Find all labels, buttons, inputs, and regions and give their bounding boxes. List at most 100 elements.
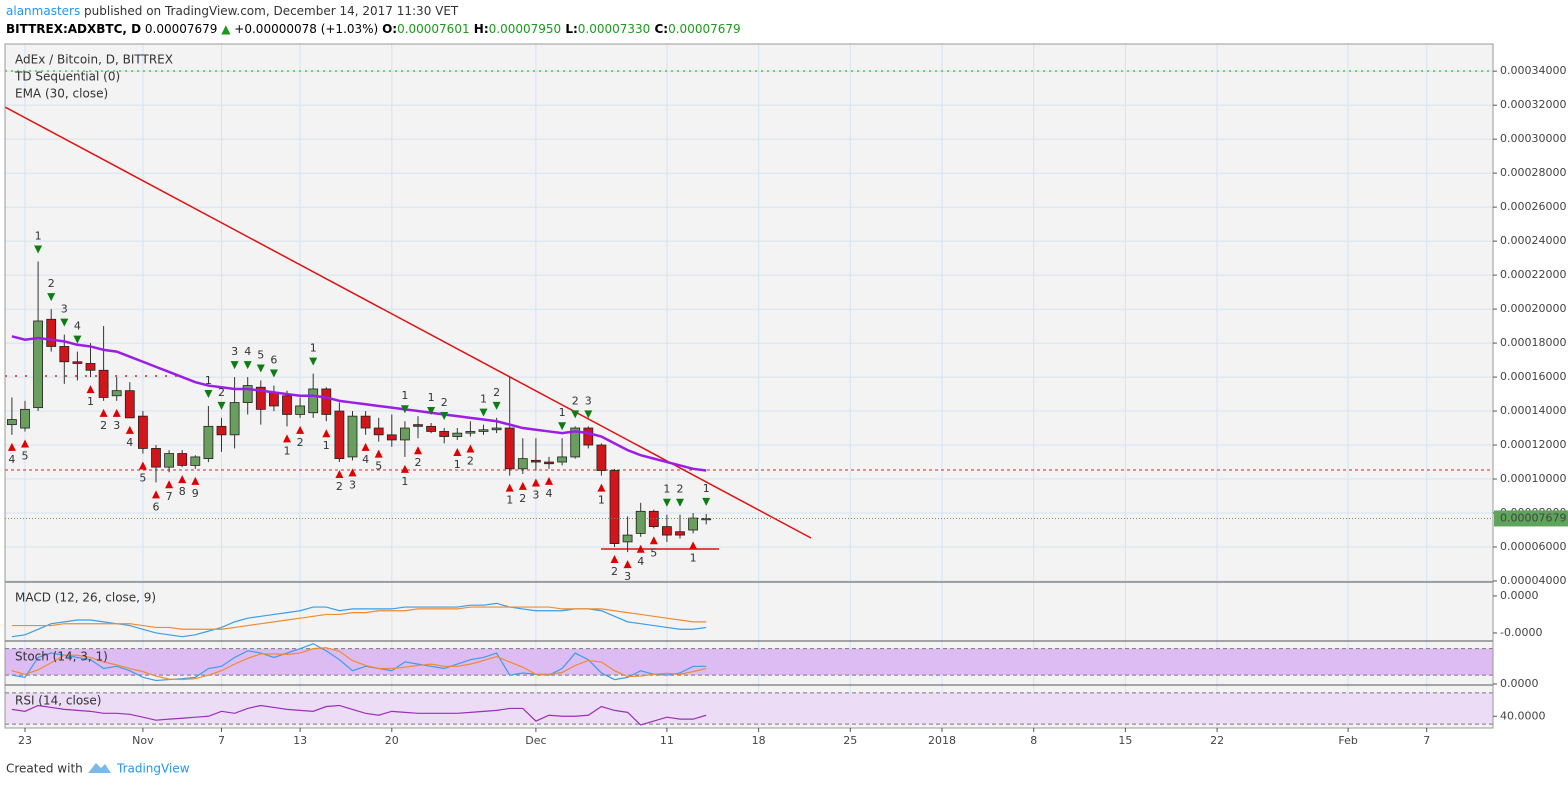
td-label: 2 xyxy=(218,386,225,399)
candle-body xyxy=(216,425,227,436)
td-label: 6 xyxy=(153,500,160,513)
td-arrow xyxy=(34,245,43,254)
x-tick-label: 20 xyxy=(385,734,399,747)
quote-part: 0.00007950 xyxy=(489,22,562,36)
candle-body xyxy=(85,363,96,371)
candle-body xyxy=(229,402,240,436)
td-arrow xyxy=(283,434,291,443)
candle-body xyxy=(98,369,109,398)
td-arrow xyxy=(296,425,305,434)
td-arrow xyxy=(636,544,645,553)
td-label: 1 xyxy=(323,439,330,452)
footer-brand[interactable]: TradingView xyxy=(116,762,190,776)
candle-body xyxy=(124,390,135,419)
td-arrow xyxy=(479,408,488,417)
td-label: 3 xyxy=(532,489,539,502)
td-arrow xyxy=(269,369,278,378)
candle-body xyxy=(334,410,345,460)
y-tick-label: 0.00022000 xyxy=(1500,268,1566,281)
plot-background xyxy=(5,44,1493,728)
td-label: 1 xyxy=(480,393,487,406)
candle-body xyxy=(72,361,83,364)
candle-body xyxy=(151,448,161,468)
td-arrow xyxy=(374,449,383,458)
x-tick-label: Dec xyxy=(525,734,546,747)
candle-body xyxy=(190,456,201,466)
y-tick-label: 0.00032000 xyxy=(1500,98,1566,111)
td-label: 5 xyxy=(139,472,146,485)
legend-ema: EMA (30, close) xyxy=(15,87,108,101)
td-arrow xyxy=(47,293,56,302)
indicator-line xyxy=(11,643,707,682)
td-label: 2 xyxy=(467,455,474,468)
td-label: 2 xyxy=(441,396,448,409)
candle-body xyxy=(373,427,384,436)
candle-body xyxy=(46,318,57,347)
td-arrow xyxy=(335,470,344,479)
candle-body xyxy=(111,390,122,397)
candle-body xyxy=(33,320,43,409)
axes: 0.00034000 0.00032000 0.00030000 0.00028000… xyxy=(4,43,1568,747)
td-arrow xyxy=(492,401,501,410)
quote-part: C: xyxy=(650,22,668,36)
candle-body xyxy=(7,419,17,426)
indicator-panes: MACD (12, 26, close, 9) Stoch (14, 3, 1) R… xyxy=(5,591,1493,726)
td-arrow xyxy=(453,447,462,456)
td-arrow xyxy=(662,498,671,507)
td-label: 2 xyxy=(336,480,343,493)
last-price-box xyxy=(1494,510,1568,527)
indicator-legend: Stoch (14, 3, 1) xyxy=(15,650,108,664)
plot-border xyxy=(4,43,1494,729)
td-arrow xyxy=(125,425,134,434)
x-tick-label: 13 xyxy=(293,734,307,747)
td-label: 5 xyxy=(257,348,264,361)
x-tick-label: Nov xyxy=(132,734,154,747)
candle-body xyxy=(386,434,397,441)
candle-body xyxy=(491,427,502,431)
td-label: 2 xyxy=(677,483,684,496)
td-arrow xyxy=(178,475,187,484)
td-label: 1 xyxy=(454,458,461,471)
x-tick-label: 7 xyxy=(1423,734,1430,747)
x-tick-label: 8 xyxy=(1030,734,1037,747)
candle-body xyxy=(164,453,175,468)
td-arrow xyxy=(414,446,422,455)
x-tick-label: 18 xyxy=(752,734,766,747)
td-arrow xyxy=(518,481,527,490)
candle-body xyxy=(347,415,358,458)
td-label: 1 xyxy=(506,494,513,507)
td-arrow xyxy=(558,422,567,431)
td-label: 3 xyxy=(585,394,592,407)
candle-body xyxy=(583,427,594,446)
x-tick-label: 15 xyxy=(1118,734,1132,747)
x-tick-label: 2018 xyxy=(928,734,956,747)
author[interactable]: alanmasters xyxy=(6,4,80,18)
quote-part: BITTREX:ADXBTC, D xyxy=(6,22,141,36)
candle-body xyxy=(544,461,554,465)
trend-line xyxy=(5,106,812,539)
td-arrow xyxy=(531,478,540,487)
candle-body xyxy=(596,444,607,471)
td-label: 4 xyxy=(362,453,369,466)
candle-body xyxy=(137,415,148,449)
td-label: 3 xyxy=(349,478,356,491)
td-arrow xyxy=(60,318,69,327)
td-arrow xyxy=(7,442,16,451)
td-arrow xyxy=(545,476,553,485)
y-tick-label: 0.00016000 xyxy=(1500,370,1566,383)
td-label: 1 xyxy=(690,551,697,564)
td-label: 4 xyxy=(546,487,553,500)
y-tick-label: 0.00004000 xyxy=(1500,574,1566,587)
td-arrow xyxy=(466,444,475,453)
candle-body xyxy=(399,427,410,441)
logo[interactable] xyxy=(88,763,111,773)
td-label: 1 xyxy=(205,374,212,387)
candle-body xyxy=(609,470,620,544)
candle-body xyxy=(321,388,332,415)
legend-td: TD Sequential (0) xyxy=(14,70,120,84)
td-label: 1 xyxy=(87,395,94,408)
y-tick-label: -0.0000 xyxy=(1500,626,1542,639)
td-arrow xyxy=(427,406,436,415)
